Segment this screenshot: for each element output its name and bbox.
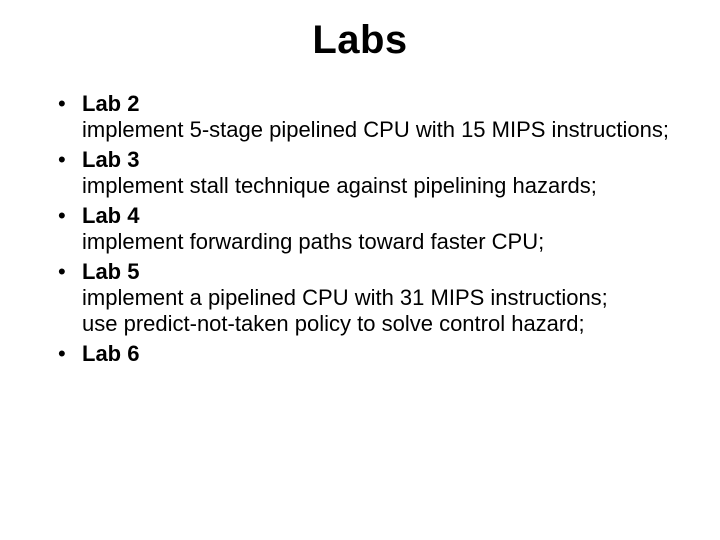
list-item: Lab 3 implement stall technique against … xyxy=(58,147,680,199)
lab-line: implement forwarding paths toward faster… xyxy=(82,229,680,255)
lab-line: implement a pipelined CPU with 31 MIPS i… xyxy=(82,285,680,311)
lab-heading: Lab 5 xyxy=(82,259,680,285)
labs-list: Lab 2 implement 5-stage pipelined CPU wi… xyxy=(40,91,680,367)
list-item: Lab 4 implement forwarding paths toward … xyxy=(58,203,680,255)
lab-line: implement 5-stage pipelined CPU with 15 … xyxy=(82,117,680,143)
slide-title: Labs xyxy=(40,18,680,63)
lab-heading: Lab 6 xyxy=(82,341,680,367)
lab-line: use predict-not-taken policy to solve co… xyxy=(82,311,680,337)
list-item: Lab 5 implement a pipelined CPU with 31 … xyxy=(58,259,680,337)
slide: Labs Lab 2 implement 5-stage pipelined C… xyxy=(0,0,720,540)
lab-line: implement stall technique against pipeli… xyxy=(82,173,680,199)
lab-heading: Lab 3 xyxy=(82,147,680,173)
lab-heading: Lab 2 xyxy=(82,91,680,117)
lab-heading: Lab 4 xyxy=(82,203,680,229)
list-item: Lab 2 implement 5-stage pipelined CPU wi… xyxy=(58,91,680,143)
list-item: Lab 6 xyxy=(58,341,680,367)
